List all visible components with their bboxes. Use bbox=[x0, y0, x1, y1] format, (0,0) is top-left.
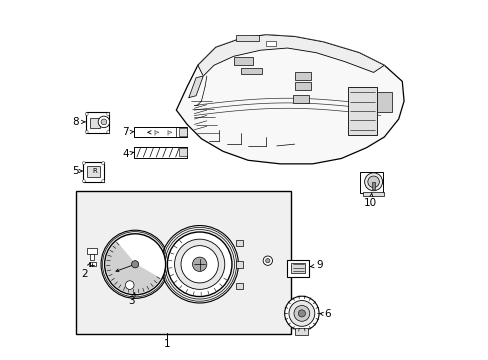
Text: |>: |> bbox=[165, 129, 172, 135]
Bar bbox=[348, 87, 376, 135]
Circle shape bbox=[85, 113, 88, 116]
Bar bbox=[87, 166, 100, 177]
Bar bbox=[362, 192, 384, 196]
Bar bbox=[86, 248, 97, 253]
Bar bbox=[295, 328, 308, 335]
Polygon shape bbox=[198, 35, 384, 76]
Text: 9: 9 bbox=[310, 260, 323, 270]
Circle shape bbox=[364, 173, 382, 191]
Text: 6: 6 bbox=[319, 310, 330, 319]
Circle shape bbox=[106, 131, 109, 134]
Circle shape bbox=[82, 180, 85, 183]
Circle shape bbox=[102, 162, 104, 165]
Bar bbox=[294, 72, 310, 80]
Circle shape bbox=[85, 131, 88, 134]
Circle shape bbox=[167, 232, 231, 297]
Bar bbox=[90, 254, 94, 260]
Bar bbox=[85, 112, 109, 133]
Circle shape bbox=[161, 226, 238, 303]
Bar bbox=[233, 57, 253, 65]
Circle shape bbox=[102, 180, 104, 183]
Circle shape bbox=[265, 258, 269, 263]
Text: 3: 3 bbox=[128, 293, 135, 306]
Circle shape bbox=[106, 113, 109, 116]
Text: R: R bbox=[92, 168, 97, 174]
Polygon shape bbox=[188, 76, 203, 98]
Bar bbox=[179, 148, 187, 156]
Bar bbox=[371, 182, 374, 189]
Circle shape bbox=[98, 116, 109, 128]
Text: 4: 4 bbox=[122, 149, 133, 159]
Text: 10: 10 bbox=[364, 193, 377, 208]
Bar bbox=[360, 172, 382, 193]
Text: 8: 8 bbox=[73, 117, 85, 127]
Bar bbox=[265, 41, 276, 45]
Circle shape bbox=[131, 261, 139, 268]
Bar bbox=[241, 68, 262, 74]
Circle shape bbox=[104, 234, 165, 295]
Bar bbox=[292, 95, 308, 103]
Bar bbox=[88, 262, 96, 266]
Circle shape bbox=[174, 239, 224, 289]
Text: 7: 7 bbox=[122, 127, 134, 137]
Circle shape bbox=[284, 296, 319, 330]
Circle shape bbox=[263, 256, 272, 265]
Circle shape bbox=[101, 119, 106, 125]
Bar bbox=[286, 260, 308, 277]
Bar bbox=[134, 127, 187, 137]
Bar bbox=[290, 263, 305, 273]
Circle shape bbox=[125, 281, 134, 289]
Bar bbox=[179, 128, 187, 136]
Text: 5: 5 bbox=[72, 166, 82, 176]
Bar bbox=[235, 240, 242, 246]
Circle shape bbox=[298, 310, 305, 317]
Bar bbox=[235, 283, 242, 289]
Bar bbox=[76, 191, 290, 334]
Circle shape bbox=[288, 301, 314, 326]
Polygon shape bbox=[176, 35, 403, 164]
Circle shape bbox=[82, 162, 85, 165]
Circle shape bbox=[101, 230, 169, 298]
Bar bbox=[376, 92, 391, 112]
Bar bbox=[90, 118, 100, 128]
Circle shape bbox=[293, 306, 309, 321]
Text: |>: |> bbox=[153, 129, 160, 135]
Bar bbox=[235, 261, 242, 268]
Circle shape bbox=[367, 176, 379, 188]
Text: 1: 1 bbox=[164, 339, 170, 349]
Bar bbox=[294, 82, 310, 90]
Bar bbox=[235, 36, 258, 41]
Polygon shape bbox=[106, 242, 160, 293]
Circle shape bbox=[181, 246, 218, 283]
Text: 2: 2 bbox=[81, 263, 90, 279]
Bar bbox=[83, 162, 104, 182]
Circle shape bbox=[192, 257, 206, 271]
Bar bbox=[134, 147, 187, 158]
